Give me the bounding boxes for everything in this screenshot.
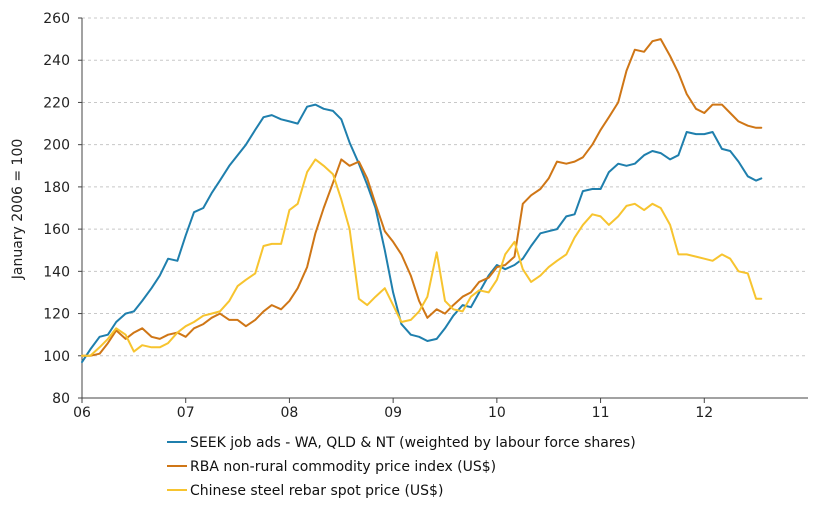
legend-label-3: Chinese steel rebar spot price (US$) xyxy=(190,483,443,499)
y-tick-label: 260 xyxy=(43,11,70,27)
y-tick-label: 200 xyxy=(43,138,70,154)
y-tick-label: 180 xyxy=(43,180,70,196)
x-tick-label: 07 xyxy=(177,405,195,421)
y-tick-label: 80 xyxy=(52,391,70,407)
y-tick-label: 140 xyxy=(43,264,70,280)
y-tick-label: 100 xyxy=(43,349,70,365)
series-group xyxy=(81,38,763,364)
y-axis-label: January 2006 = 100 xyxy=(10,139,26,281)
series-line-2 xyxy=(81,38,763,357)
legend: SEEK job ads - WA, QLD & NT (weighted by… xyxy=(167,435,636,499)
x-tick-label: 06 xyxy=(73,405,91,421)
x-ticks: 06 07 08 09 10 11 12 xyxy=(73,398,713,421)
x-tick-label: 10 xyxy=(488,405,506,421)
x-tick-label: 09 xyxy=(384,405,402,421)
x-tick-label: 12 xyxy=(695,405,713,421)
legend-label-1: SEEK job ads - WA, QLD & NT (weighted by… xyxy=(190,435,636,451)
x-tick-label: 11 xyxy=(592,405,610,421)
axes xyxy=(81,18,808,399)
legend-label-2: RBA non-rural commodity price index (US$… xyxy=(190,459,496,475)
y-ticks: 80 100 120 140 160 180 200 220 240 260 xyxy=(43,11,82,407)
y-tick-label: 240 xyxy=(43,53,70,69)
y-tick-label: 220 xyxy=(43,95,70,111)
series-line-3 xyxy=(81,158,763,357)
y-tick-label: 160 xyxy=(43,222,70,238)
series-line-1 xyxy=(81,103,763,364)
x-tick-label: 08 xyxy=(281,405,299,421)
gridlines xyxy=(82,17,808,357)
y-tick-label: 120 xyxy=(43,307,70,323)
